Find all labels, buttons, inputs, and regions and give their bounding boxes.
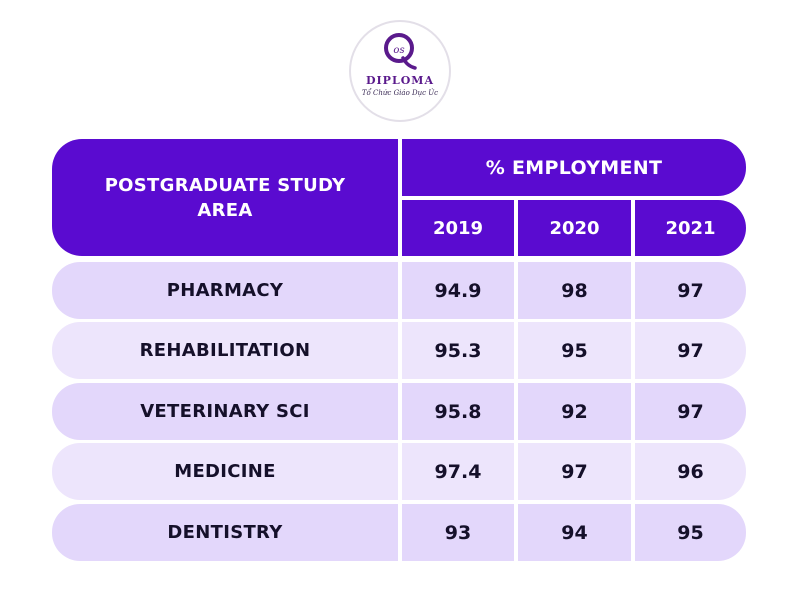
table-cell-value: 92 xyxy=(518,383,631,440)
employment-group-header: % Employment xyxy=(402,139,746,196)
table-cell-value: 95.3 xyxy=(402,322,514,379)
table-cell-value: 96 xyxy=(635,443,746,500)
year-header-2021: 2021 xyxy=(635,200,746,256)
table-cell-value: 97 xyxy=(635,383,746,440)
table-cell-value: 97 xyxy=(635,322,746,379)
year-header-2020: 2020 xyxy=(518,200,631,256)
table-cell-value: 97.4 xyxy=(402,443,514,500)
area-column-header: Postgraduate Study Area xyxy=(52,139,398,256)
logo-subtitle: Tổ Chức Giáo Dục Úc xyxy=(361,89,439,97)
table-cell-value: 95 xyxy=(635,504,746,561)
table-cell-value: 93 xyxy=(402,504,514,561)
table-cell-value: 97 xyxy=(635,262,746,319)
table-cell-value: 97 xyxy=(518,443,631,500)
q-monogram-logo-icon: os xyxy=(384,33,417,70)
table-row-area: Medicine xyxy=(52,443,398,500)
table-row-area: Pharmacy xyxy=(52,262,398,319)
table-row-area: Dentistry xyxy=(52,504,398,561)
table-row-area: Veterinary Sci xyxy=(52,383,398,440)
table-cell-value: 95.8 xyxy=(402,383,514,440)
table-cell-value: 94.9 xyxy=(402,262,514,319)
svg-text:os: os xyxy=(393,45,404,56)
logo: os DIPLOMA Tổ Chức Giáo Dục Úc xyxy=(349,20,451,122)
table-row-area: Rehabilitation xyxy=(52,322,398,379)
logo-wordmark: DIPLOMA xyxy=(366,74,434,87)
table-cell-value: 98 xyxy=(518,262,631,319)
table-cell-value: 95 xyxy=(518,322,631,379)
year-header-2019: 2019 xyxy=(402,200,514,256)
table-cell-value: 94 xyxy=(518,504,631,561)
